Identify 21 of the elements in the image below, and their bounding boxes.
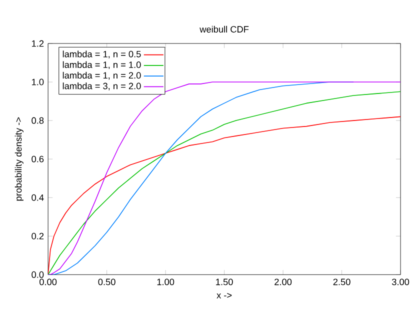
x-tick-label: 0.00 — [40, 278, 57, 286]
x-tick-label: 2.00 — [274, 278, 292, 286]
chart-title: weibull CDF — [200, 26, 249, 33]
y-axis-title: probability density -> — [14, 117, 24, 201]
x-tick-label: 0.50 — [98, 278, 116, 286]
y-tick-label: 1.2 — [32, 40, 44, 47]
x-tick-label: 1.50 — [216, 278, 233, 286]
legend-label: lambda = 1, n = 0.5 — [62, 50, 141, 58]
y-tick-label: 0.4 — [32, 194, 44, 201]
x-tick-label: 3.00 — [392, 278, 410, 286]
x-tick-label: 2.50 — [333, 278, 350, 286]
x-axis-title: x -> — [216, 293, 232, 298]
y-tick-label: 0.8 — [32, 117, 44, 124]
x-tick-label: 1.00 — [157, 278, 174, 286]
y-tick-label: 1.0 — [32, 78, 44, 86]
legend-label: lambda = 3, n = 2.0 — [62, 82, 141, 90]
legend-label: lambda = 1, n = 2.0 — [62, 72, 141, 80]
y-tick-label: 0.2 — [32, 232, 44, 240]
legend-label: lambda = 1, n = 1.0 — [62, 61, 141, 70]
y-tick-label: 0.6 — [32, 156, 44, 162]
y-tick-label: 0.0 — [32, 271, 44, 278]
